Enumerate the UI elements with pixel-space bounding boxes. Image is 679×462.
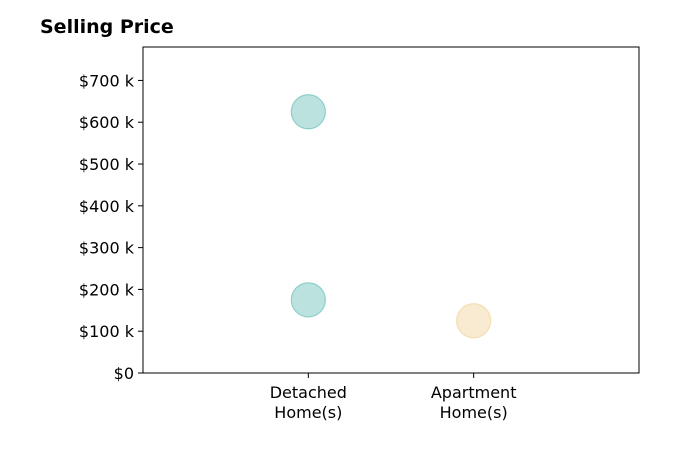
data-point xyxy=(456,303,492,339)
x-tick-label-line: Apartment xyxy=(431,383,517,402)
y-tick-label: $100 k xyxy=(79,322,135,341)
y-tick-label: $500 k xyxy=(79,155,135,174)
y-tick-label: $300 k xyxy=(79,239,135,258)
plot-frame xyxy=(142,46,640,374)
x-tick-label: Detached Home(s) xyxy=(270,383,347,422)
x-tick-label-line: Home(s) xyxy=(440,403,508,422)
y-tick-label: $400 k xyxy=(79,197,135,216)
x-tick-label-line: Home(s) xyxy=(274,403,342,422)
x-tick-label-line: Detached xyxy=(270,383,347,402)
chart-title: Selling Price xyxy=(40,16,174,38)
y-tick-label: $200 k xyxy=(79,280,135,299)
x-tick-label: Apartment Home(s) xyxy=(431,383,517,422)
x-axis: Detached Home(s)Apartment Home(s) xyxy=(270,373,517,422)
y-tick-label: $0 xyxy=(114,364,134,383)
y-tick-label: $700 k xyxy=(79,71,135,90)
points-layer xyxy=(290,94,492,339)
y-tick-label: $600 k xyxy=(79,113,135,132)
data-point xyxy=(290,282,326,318)
y-axis: $0 $100 k $200 k $300 k $400 k $500 k $600 k $7… xyxy=(79,71,143,383)
data-point xyxy=(290,94,326,130)
